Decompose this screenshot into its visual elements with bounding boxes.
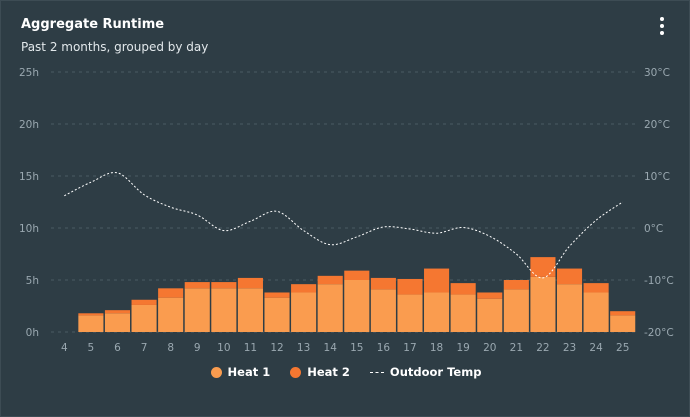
- y-left-tick-label: 25h: [19, 67, 39, 79]
- heat-1-bar: [78, 315, 104, 332]
- x-tick-label: 8: [167, 342, 174, 354]
- y-left-tick-label: 15h: [19, 171, 39, 183]
- heat-2-dot-icon: [290, 366, 302, 378]
- more-vertical-icon[interactable]: [653, 15, 671, 37]
- heat-2-bar: [104, 310, 131, 314]
- heat-1-bar: [344, 280, 370, 332]
- y-right-tick-label: 20°C: [644, 119, 670, 131]
- x-tick-label: 16: [377, 342, 391, 354]
- y-right-tick-label: -10°C: [644, 275, 674, 287]
- legend-item-heat-2[interactable]: Heat 2: [290, 365, 350, 379]
- heat-2-bar: [503, 280, 529, 290]
- y-right-tick-label: 0°C: [644, 223, 663, 235]
- chart-subtitle: Past 2 months, grouped by day: [21, 40, 209, 54]
- heat-2-bar: [344, 270, 370, 280]
- heat-1-bar: [237, 288, 263, 332]
- y-left-tick-label: 20h: [19, 119, 39, 131]
- heat-1-dot-icon: [210, 366, 222, 378]
- heat-1-bar: [450, 294, 476, 332]
- heat-2-bar: [477, 292, 503, 299]
- y-right-tick-label: 10°C: [644, 171, 670, 183]
- heat-2-bar: [131, 299, 157, 305]
- heat-1-bar: [211, 288, 237, 332]
- x-tick-label: 23: [563, 342, 576, 354]
- x-tick-label: 14: [324, 342, 338, 354]
- x-tick-label: 9: [194, 342, 201, 354]
- y-right-tick-label: 30°C: [644, 67, 670, 79]
- heat-2-bar: [78, 313, 104, 316]
- heat-2-bar: [291, 284, 317, 293]
- x-tick-label: 18: [430, 342, 443, 354]
- x-tick-label: 15: [350, 342, 363, 354]
- y-left-tick-label: 10h: [19, 223, 39, 235]
- legend-item-heat-1[interactable]: Heat 1: [210, 365, 271, 379]
- x-tick-label: 5: [88, 342, 95, 354]
- heat-2-bar: [264, 292, 290, 298]
- x-tick-label: 13: [297, 342, 310, 354]
- heat-2-bar: [158, 288, 184, 298]
- y-left-tick-label: 5h: [26, 275, 39, 287]
- heat-1-bar: [264, 297, 290, 332]
- heat-1-bar: [530, 276, 556, 332]
- heat-1-bar: [184, 288, 210, 332]
- x-tick-label: 24: [589, 342, 603, 354]
- runtime-chart: 0h -20°C 5h -10°C 10h 0°C 15h 10°C 20h 20°C 25h 30°…: [19, 67, 674, 354]
- menu-dot: [660, 24, 664, 28]
- x-tick-label: 25: [616, 342, 629, 354]
- heat-1-bar: [317, 284, 343, 332]
- dashed-line-icon: [369, 371, 384, 373]
- chart-legend: Heat 1 Heat 2 Outdoor Temp: [1, 365, 690, 379]
- heat-2-bar: [424, 268, 450, 293]
- y-right-tick-label: -20°C: [644, 327, 674, 339]
- heat-2-bar: [317, 275, 343, 285]
- x-tick-label: 6: [114, 342, 121, 354]
- legend-item-outdoor-temp[interactable]: Outdoor Temp: [369, 365, 482, 379]
- x-tick-label: 22: [536, 342, 549, 354]
- menu-dot: [660, 17, 664, 21]
- x-tick-label: 4: [61, 342, 68, 354]
- heat-1-bar: [556, 284, 583, 332]
- chart-title: Aggregate Runtime: [21, 17, 165, 32]
- heat-2-bar: [184, 282, 210, 289]
- x-tick-label: 19: [456, 342, 469, 354]
- heat-1-bar: [477, 298, 503, 332]
- heat-2-bar: [556, 268, 583, 285]
- x-tick-label: 17: [403, 342, 416, 354]
- outdoor-temp-line: [64, 172, 623, 279]
- menu-dot: [660, 31, 664, 35]
- heat-1-bar: [610, 315, 636, 332]
- y-left-tick-label: 0h: [26, 327, 39, 339]
- x-tick-label: 7: [141, 342, 148, 354]
- x-tick-label: 11: [244, 342, 257, 354]
- heat-1-bar: [583, 292, 609, 332]
- heat-2-bar: [397, 278, 423, 295]
- heat-1-bar: [158, 297, 184, 332]
- heat-1-bar: [131, 304, 157, 332]
- heat-2-bar: [237, 277, 263, 289]
- heat-1-bar: [424, 292, 450, 332]
- heat-2-bar: [370, 277, 396, 290]
- legend-label-heat-1: Heat 1: [227, 365, 271, 379]
- heat-2-bar: [610, 311, 636, 316]
- heat-1-bar: [291, 292, 317, 332]
- heat-1-bar: [503, 289, 529, 332]
- x-tick-label: 12: [270, 342, 283, 354]
- x-tick-label: 10: [217, 342, 230, 354]
- heat-2-bar: [530, 257, 556, 277]
- heat-2-bar: [583, 283, 609, 293]
- legend-label-outdoor-temp: Outdoor Temp: [389, 365, 482, 379]
- heat-2-bar: [450, 283, 476, 295]
- heat-1-bar: [104, 313, 131, 332]
- heat-2-bar: [211, 282, 237, 289]
- legend-label-heat-2: Heat 2: [307, 365, 350, 379]
- x-tick-label: 21: [510, 342, 523, 354]
- x-tick-label: 20: [483, 342, 496, 354]
- heat-1-bar: [397, 294, 423, 332]
- heat-1-bar: [370, 289, 396, 332]
